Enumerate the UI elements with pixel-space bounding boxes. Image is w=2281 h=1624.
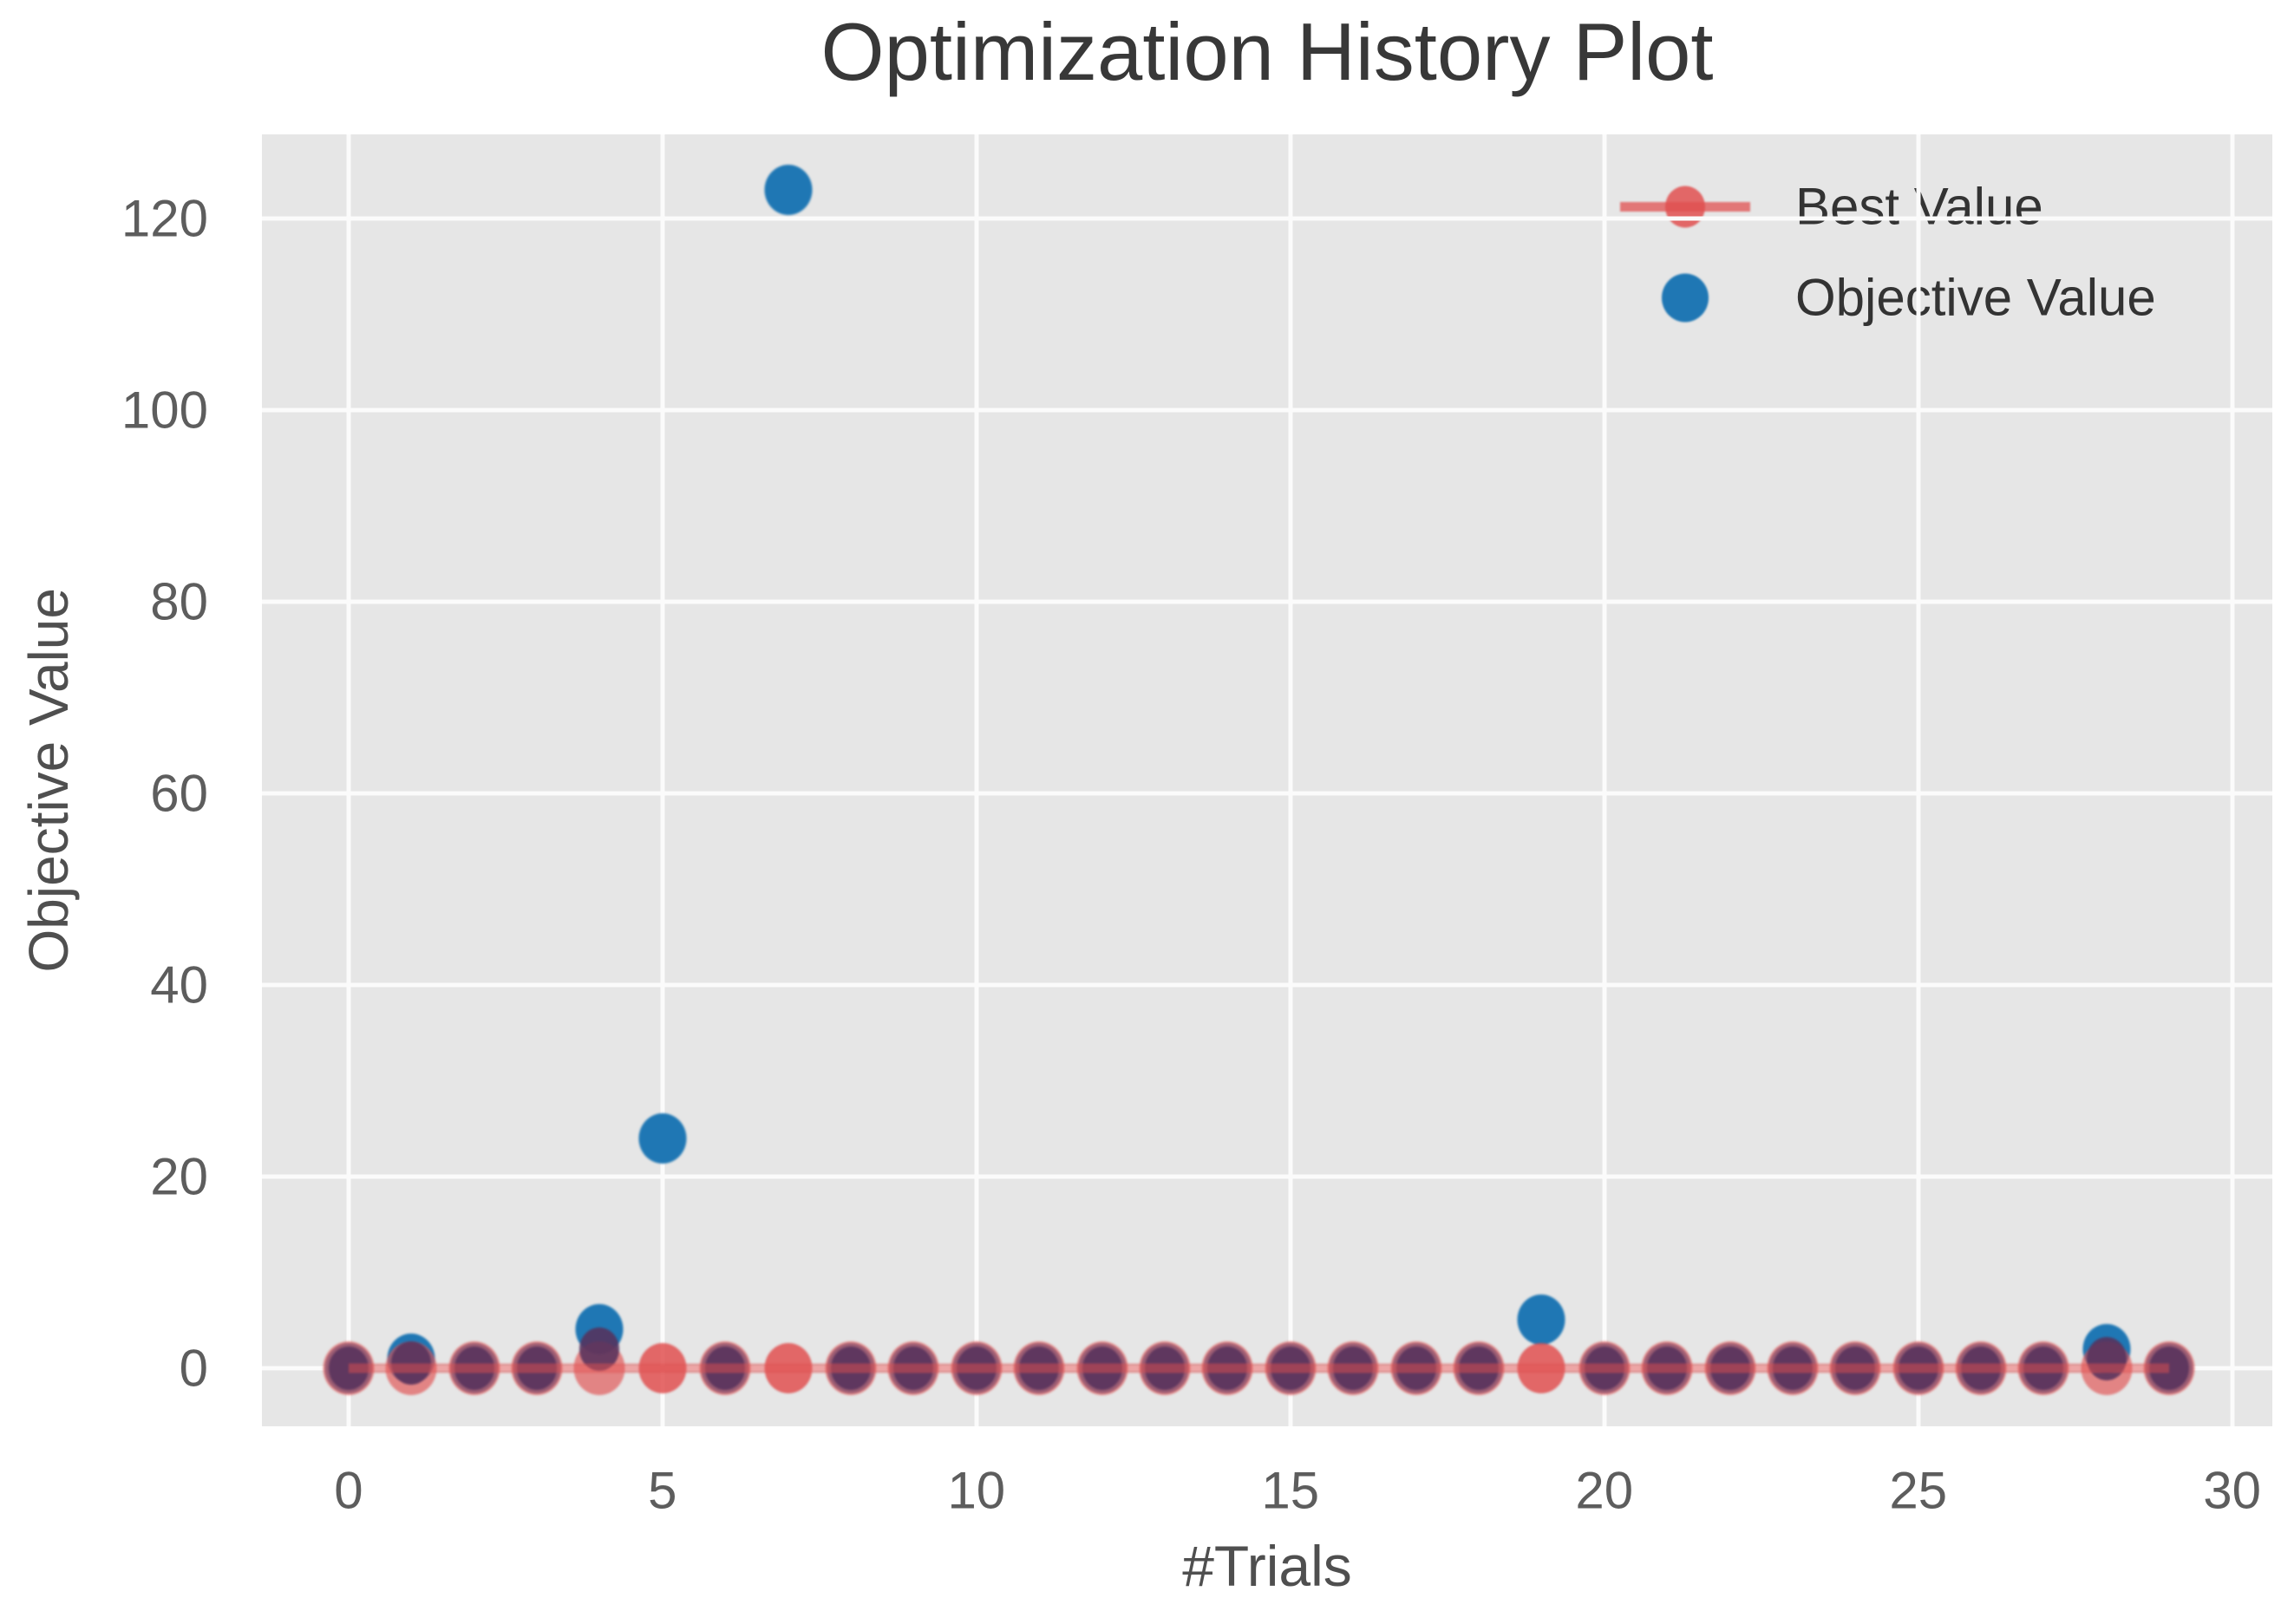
y-axis-label-text: Objective Value — [17, 588, 80, 973]
x-tick-label-20: 20 — [1575, 1461, 1634, 1520]
gridline-x-10 — [974, 134, 979, 1426]
gridline-x-30 — [2230, 134, 2235, 1426]
gridline-y-120 — [262, 216, 2272, 221]
y-tick-label-20: 20 — [150, 1147, 208, 1206]
chart-title: Optimization History Plot — [820, 6, 1714, 97]
y-tick-label-100: 100 — [121, 381, 208, 440]
y-tick-label-120: 120 — [121, 189, 208, 248]
x-tick-label-15: 15 — [1261, 1461, 1320, 1520]
objective-dot-7 — [764, 165, 813, 216]
x-tick-label-5: 5 — [648, 1461, 677, 1520]
gridline-x-5 — [660, 134, 665, 1426]
gridline-y-80 — [262, 599, 2272, 604]
y-tick-label-40: 40 — [150, 955, 208, 1014]
legend-row-objective-value: Objective Value — [1620, 268, 2156, 328]
gridline-y-40 — [262, 982, 2272, 988]
gridline-x-0 — [346, 134, 351, 1426]
x-tick-label-0: 0 — [334, 1461, 363, 1520]
gridline-y-20 — [262, 1174, 2272, 1179]
overlap-core-1 — [391, 1341, 432, 1386]
plot-area: Best Value Objective Value 0 5 10 15 20 25 30 0… — [121, 134, 2272, 1520]
data-points-layer — [262, 134, 2272, 1426]
gridline-x-25 — [1916, 134, 1921, 1426]
overlap-core-28 — [2086, 1336, 2127, 1380]
objective-dot-19 — [1517, 1295, 1565, 1346]
gridline-x-15 — [1288, 134, 1293, 1426]
blue-dot-icon — [1662, 273, 1709, 322]
gridline-y-60 — [262, 791, 2272, 796]
x-axis-label: #Trials — [1182, 1534, 1352, 1598]
objective-value-marker-icon — [1620, 271, 1750, 323]
gridline-x-20 — [1602, 134, 1607, 1426]
y-tick-label-60: 60 — [150, 764, 208, 823]
y-tick-label-0: 0 — [179, 1339, 208, 1398]
objective-dot-5 — [638, 1112, 687, 1164]
y-axis-label: Objective Value — [16, 134, 82, 1426]
y-tick-label-80: 80 — [150, 572, 208, 631]
legend-label-objective-value: Objective Value — [1795, 268, 2156, 327]
best-value-line — [348, 1363, 2170, 1373]
gridline-y-100 — [262, 408, 2272, 413]
x-tick-label-25: 25 — [1889, 1461, 1948, 1520]
x-tick-label-30: 30 — [2203, 1461, 2262, 1520]
x-tick-label-10: 10 — [947, 1461, 1006, 1520]
